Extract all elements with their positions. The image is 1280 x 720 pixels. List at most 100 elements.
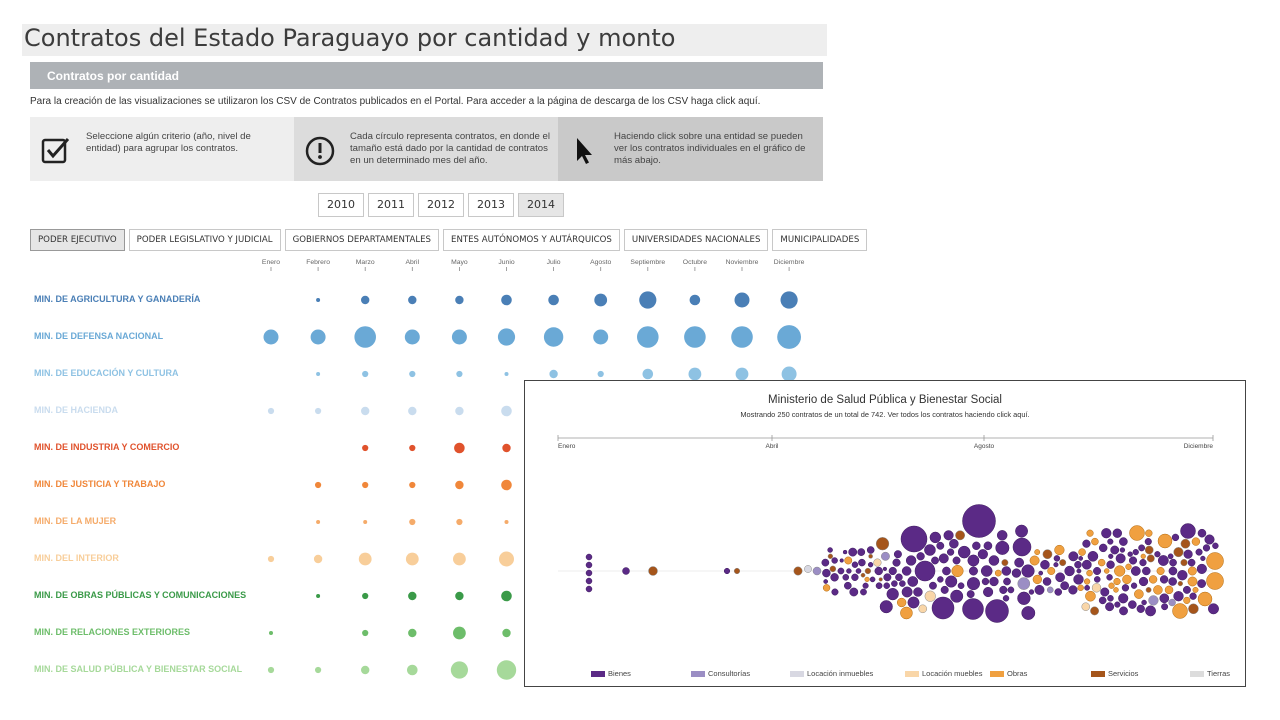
contract-bubble-bienes[interactable] [950,589,964,603]
contract-bubble-locacion-muebles[interactable] [1081,602,1090,611]
contract-bubble-obras[interactable] [1145,529,1153,537]
contract-bubble-bienes[interactable] [924,544,936,556]
contract-bubble-bienes[interactable] [1138,576,1149,587]
contract-bubble-bienes[interactable] [937,576,944,583]
contract-bubble-bienes[interactable] [1130,566,1141,576]
contract-bubble-bienes[interactable] [1082,539,1091,548]
entity-row-min-de-relaciones-exteriores[interactable] [269,626,511,640]
contract-bubble-bienes[interactable] [1014,557,1024,568]
contract-bubble-bienes[interactable] [1196,563,1207,574]
contract-bubble-bienes[interactable] [999,585,1008,594]
contract-bubble-bienes[interactable] [823,579,829,584]
contract-bubble-bienes[interactable] [883,582,890,589]
bubble-min-de-hacienda-enero[interactable] [267,407,275,415]
contract-bubble-bienes[interactable] [1132,548,1139,556]
contract-bubble-servicios[interactable] [733,567,741,575]
contract-bubble-obras[interactable] [900,606,913,620]
contract-bubble-bienes[interactable] [585,553,593,561]
contract-bubble-servicios[interactable] [1173,547,1184,558]
contract-bubble-obras[interactable] [1140,553,1146,559]
contract-bubble-bienes[interactable] [1060,581,1070,591]
bubble-min-de-defensa-nacional-diciembre[interactable] [777,325,801,349]
contract-bubble-servicios[interactable] [1145,587,1152,593]
bubble-min-de-relaciones-exteriores-junio[interactable] [502,628,511,638]
contract-bubble-bienes[interactable] [892,558,901,567]
bubble-min-de-educacion-y-cultura-mayo[interactable] [456,370,463,378]
contract-bubble-bienes[interactable] [901,566,912,576]
bubble-min-de-educacion-y-cultura-marzo[interactable] [362,370,369,378]
contract-bubble-consultorias[interactable] [1017,577,1031,590]
contract-bubble-bienes[interactable] [967,554,980,567]
contract-bubble-obras[interactable] [1134,589,1144,599]
contract-bubble-bienes[interactable] [1106,574,1113,581]
contract-bubble-bienes[interactable] [882,566,887,571]
contract-bubble-bienes[interactable] [914,560,936,582]
bubble-min-del-interior-enero[interactable] [267,555,275,563]
bubble-min-de-agricultura-y-ganaderia-noviembre[interactable] [734,292,750,308]
entity-label-min-de-industria-y-comercio[interactable]: MIN. DE INDUSTRIA Y COMERCIO [34,442,180,452]
entity-row-min-de-defensa-nacional[interactable] [263,325,801,349]
contract-bubble-consultorias[interactable] [1148,595,1159,606]
contract-bubble-bienes[interactable] [1142,566,1151,576]
contract-bubble-bienes[interactable] [949,538,959,549]
bubble-min-de-educacion-y-cultura-noviembre[interactable] [735,367,749,381]
contract-bubble-obras[interactable] [1091,537,1099,546]
contract-bubble-bienes[interactable] [1110,545,1120,555]
contract-bubble-bienes[interactable] [1100,587,1110,597]
bubble-min-de-industria-y-comercio-marzo[interactable] [362,444,369,452]
detail-chart-subtitle[interactable]: Mostrando 250 contratos de un total de 7… [740,410,1030,419]
contract-bubble-bienes[interactable] [1208,603,1219,615]
contract-bubble-bienes[interactable] [995,540,1010,555]
contract-bubble-bienes[interactable] [1017,591,1031,605]
entity-row-min-de-obras-publicas-y-comunicaciones[interactable] [316,590,512,602]
bubble-min-de-educacion-y-cultura-diciembre[interactable] [781,366,797,382]
contract-bubble-bienes[interactable] [1053,555,1061,562]
contract-bubble-bienes[interactable] [875,582,883,590]
contract-bubble-bienes[interactable] [1015,524,1028,538]
bubble-min-de-defensa-nacional-febrero[interactable] [310,329,326,345]
contract-bubble-obras[interactable] [1032,574,1042,585]
contract-bubble-bienes[interactable] [1098,596,1107,605]
contract-bubble-bienes[interactable] [1112,528,1122,538]
contract-bubble-bienes[interactable] [1204,534,1215,545]
contract-bubble-bienes[interactable] [1105,602,1115,612]
contract-bubble-bienes[interactable] [723,567,731,575]
contract-bubble-obras[interactable] [951,564,964,578]
bubble-min-de-agricultura-y-ganaderia-mayo[interactable] [455,295,464,305]
contract-bubble-servicios[interactable] [1180,538,1191,549]
bubble-min-de-relaciones-exteriores-enero[interactable] [269,631,273,635]
entity-row-min-de-agricultura-y-ganaderia[interactable] [316,291,798,309]
tab-poder-legislativo-judicial[interactable]: PODER LEGISLATIVO Y JUDICIAL [128,229,281,251]
entity-label-min-del-interior[interactable]: MIN. DEL INTERIOR [34,553,119,563]
contract-bubble-obras[interactable] [896,597,907,608]
contract-bubble-obras[interactable] [1078,548,1086,556]
contract-bubble-bienes[interactable] [851,561,859,568]
contract-bubble-bienes[interactable] [1130,582,1138,589]
entity-label-min-de-salud-publica-y-bienestar-social[interactable]: MIN. DE SALUD PÚBLICA Y BIENESTAR SOCIAL [34,664,243,674]
contract-bubble-bienes[interactable] [1093,567,1102,575]
contract-bubble-servicios[interactable] [648,566,658,576]
contract-bubble-servicios[interactable] [1180,559,1188,567]
contract-bubble-bienes[interactable] [1157,555,1169,566]
contract-bubble-bienes[interactable] [1119,606,1128,616]
contract-bubble-bienes[interactable] [1028,589,1035,595]
bubble-min-del-interior-febrero[interactable] [313,554,323,564]
contract-bubble-bienes[interactable] [907,596,920,609]
contract-bubble-obras[interactable] [822,584,831,592]
tab-poder-ejecutivo[interactable]: PODER EJECUTIVO [30,229,125,251]
bubble-min-de-industria-y-comercio-mayo[interactable] [454,442,465,454]
year-button-2010[interactable]: 2010 [318,193,364,217]
contract-bubble-bienes[interactable] [1084,584,1090,591]
contract-bubble-servicios[interactable] [878,577,883,582]
contract-bubble-obras[interactable] [1085,590,1096,602]
bubble-min-de-agricultura-y-ganaderia-julio[interactable] [548,294,559,306]
contract-bubble-bienes[interactable] [883,573,892,582]
contract-bubble-bienes[interactable] [821,558,830,567]
contract-bubble-bienes[interactable] [866,546,875,554]
contract-bubble-bienes[interactable] [1053,562,1059,568]
contract-bubble-bienes[interactable] [929,531,942,544]
contract-bubble-bienes[interactable] [1114,601,1121,608]
contract-bubble-obras[interactable] [994,569,1002,577]
bubble-min-de-hacienda-marzo[interactable] [361,406,370,416]
contract-bubble-bienes[interactable] [1001,566,1012,576]
